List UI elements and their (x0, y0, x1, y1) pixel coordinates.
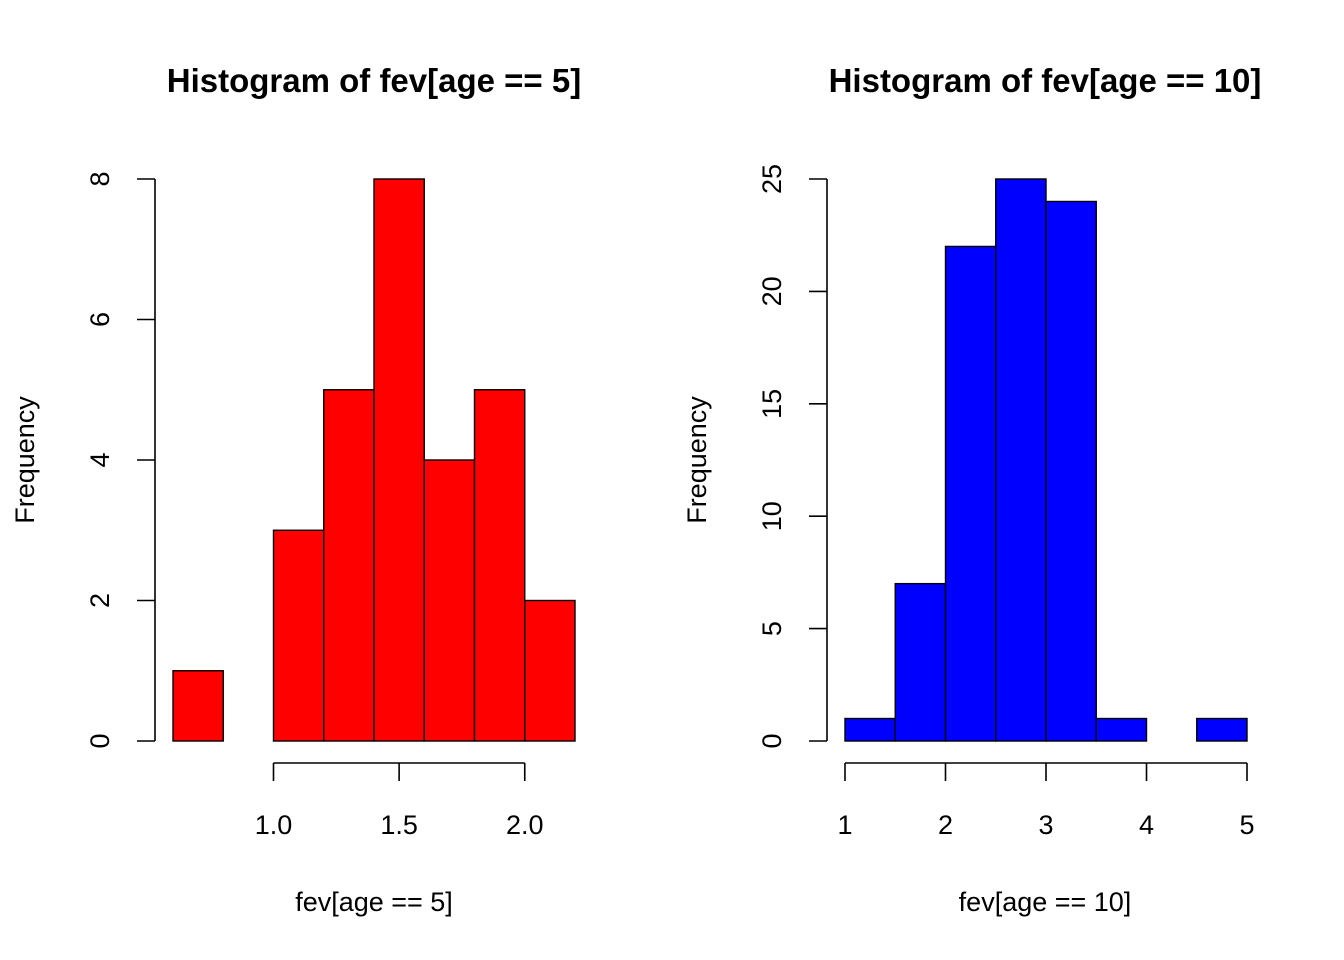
y-axis-label: Frequency (10, 396, 40, 524)
histogram-bar (1095, 717, 1148, 742)
y-tick-label: 0 (85, 733, 115, 748)
y-tick-label: 25 (757, 164, 787, 194)
histogram-bar (894, 582, 947, 742)
x-tick-label: 4 (1139, 810, 1154, 840)
x-tick-label: 3 (1038, 810, 1053, 840)
x-axis: 1.0 1.5 2.0 (255, 762, 544, 840)
histogram-bar (844, 717, 896, 742)
x-tick-label: 1.5 (380, 810, 418, 840)
y-axis-label: Frequency (682, 396, 712, 524)
histogram-panel-age-5: Histogram of fev[age == 5] 0 2 4 6 8 1.0 1.5 2.0… (10, 62, 581, 917)
histogram-bar (423, 459, 476, 742)
histogram-bar (473, 389, 526, 742)
histogram-panel-age-10: Histogram of fev[age == 10] 0 5 10 15 20 25 1 2 3… (682, 62, 1261, 917)
histogram-bar (995, 178, 1047, 742)
histogram-bar (272, 529, 325, 742)
histogram-bar (524, 599, 576, 742)
y-tick-label: 4 (85, 452, 115, 467)
histogram-bar (373, 178, 425, 742)
y-tick-label: 10 (757, 501, 787, 531)
y-axis: 0 5 10 15 20 25 (757, 164, 828, 749)
x-tick-label: 2.0 (506, 810, 544, 840)
x-axis: 1 2 3 4 5 (837, 762, 1255, 840)
histogram-bar (1045, 200, 1097, 742)
x-tick-label: 2 (938, 810, 953, 840)
histogram-bar (1196, 717, 1248, 742)
y-tick-label: 15 (757, 389, 787, 419)
x-tick-label: 1.0 (255, 810, 293, 840)
y-tick-label: 5 (757, 621, 787, 636)
chart-title: Histogram of fev[age == 10] (829, 62, 1262, 99)
histogram-bar (944, 245, 997, 742)
x-tick-label: 5 (1239, 810, 1254, 840)
y-tick-label: 20 (757, 276, 787, 306)
chart-title: Histogram of fev[age == 5] (167, 62, 581, 99)
y-tick-label: 8 (85, 171, 115, 186)
histogram-bar (172, 670, 224, 742)
x-tick-label: 1 (837, 810, 852, 840)
y-tick-label: 0 (757, 733, 787, 748)
histogram-bar (323, 389, 375, 742)
y-axis: 0 2 4 6 8 (85, 171, 156, 749)
y-tick-label: 2 (85, 593, 115, 608)
x-axis-label: fev[age == 10] (959, 887, 1132, 917)
x-axis-label: fev[age == 5] (295, 887, 453, 917)
y-tick-label: 6 (85, 312, 115, 327)
